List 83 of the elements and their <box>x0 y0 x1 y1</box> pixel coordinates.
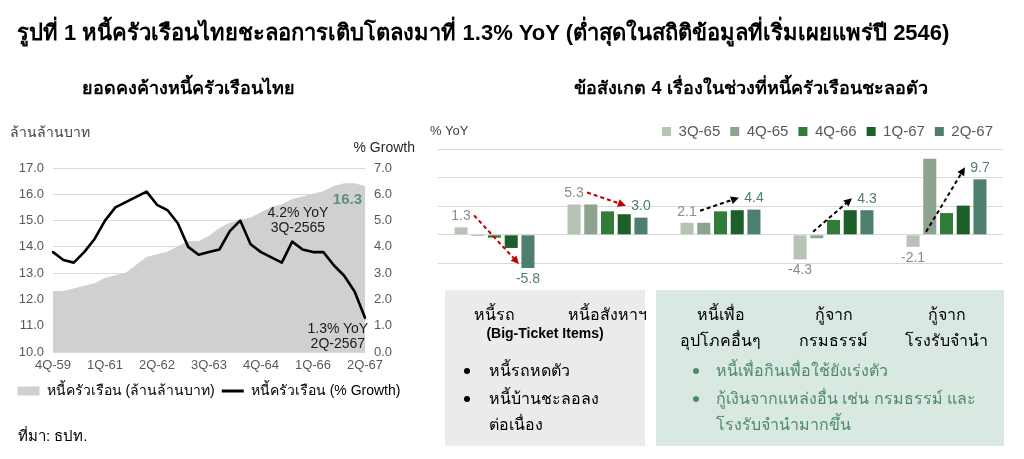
legend-label: หนี้ครัวเรือน (% Growth) <box>250 379 401 398</box>
text: หนี้เพื่อกินเพื่อใช้ยังเร่งตัว <box>716 358 888 381</box>
legend-label: 4Q-66 <box>814 121 857 139</box>
y2-tick-label: 6.0 <box>374 185 393 201</box>
data-label: 16.3 <box>332 189 362 207</box>
bar <box>730 210 744 235</box>
y-tick-label: 13.0 <box>18 264 44 280</box>
y2-tick-label: 7.0 <box>374 159 393 175</box>
data-label: -2.1 <box>900 248 926 265</box>
y-axis-title: ล้านล้านบาท <box>10 123 90 142</box>
data-label: 4.3 <box>857 190 877 207</box>
text: (Big-Ticket Items) <box>486 325 604 342</box>
chart-title: ข้อสังเกต 4 เรื่องในช่วงที่หนี้ครัวเรือนชะลอตัว <box>574 73 928 100</box>
x-tick-label: 2Q-67 <box>346 357 384 373</box>
x-tick-label: หนี้อสังหาฯ <box>568 302 647 323</box>
x-tick-label: 1Q-66 <box>294 357 332 373</box>
y2-axis-title: % Growth <box>353 139 415 155</box>
bar <box>521 235 535 268</box>
bar <box>584 204 598 235</box>
bar <box>843 210 857 235</box>
text: หนี้รถหดตัว <box>489 358 570 381</box>
y2-tick-label: 1.0 <box>374 317 393 333</box>
text: หนี้บ้านชะลอลง ต่อเนื่อง <box>489 386 599 435</box>
data-label: -5.8 <box>515 269 541 286</box>
bar <box>454 227 468 235</box>
data-label: 2.1 <box>677 202 697 219</box>
bar <box>826 219 841 235</box>
x-tick-label: 3Q-63 <box>190 357 228 373</box>
bar <box>747 209 761 235</box>
bar <box>956 205 970 235</box>
y-axis-title: % YoY <box>430 123 469 138</box>
y-tick-label: 11.0 <box>19 317 44 333</box>
y2-tick-label: 5.0 <box>374 212 393 228</box>
annotation: 4.2% YoY 3Q-2565 <box>267 203 329 235</box>
chart-subtitle: ยอดคงค้างหนี้ครัวเรือนไทย <box>81 73 295 100</box>
y-tick-label: 15.0 <box>18 212 44 228</box>
y-tick-label: 16.0 <box>18 185 44 201</box>
y-tick-label: 12.0 <box>18 291 44 307</box>
bar <box>680 222 694 235</box>
y-tick-label: 17.0 <box>18 159 44 175</box>
bar <box>860 210 874 235</box>
bar <box>617 214 631 235</box>
x-tick-label: 1Q-61 <box>86 357 124 373</box>
data-label: -4.3 <box>787 261 813 278</box>
y2-tick-label: 2.0 <box>374 291 393 307</box>
bar <box>634 217 648 235</box>
legend-label: 2Q-67 <box>951 121 994 139</box>
bar <box>906 235 920 247</box>
annotation: 1.3% YoY 2Q-2567 <box>307 319 369 351</box>
data-label: 5.3 <box>564 184 584 201</box>
data-label: 4.4 <box>744 189 764 206</box>
data-label: 1.3 <box>451 207 471 224</box>
bar <box>697 222 711 235</box>
legend-label: 3Q-65 <box>678 121 721 139</box>
bar <box>713 211 728 235</box>
bar <box>793 235 807 260</box>
data-label: 9.7 <box>970 159 990 176</box>
bar <box>600 211 615 235</box>
x-tick-label: หนี้รถ <box>474 302 515 323</box>
legend-label: 1Q-67 <box>883 121 925 139</box>
y-tick-label: 10.0 <box>18 343 44 359</box>
x-tick-label: 4Q-59 <box>34 357 72 373</box>
data-label: 3.0 <box>631 197 651 214</box>
bar <box>567 204 581 235</box>
x-tick-label: กู้จาก โรงรับจำนำ <box>905 305 988 350</box>
y2-tick-label: 3.0 <box>374 264 393 280</box>
text: ที่มา: ธปท. <box>18 425 88 446</box>
legend-label: 4Q-65 <box>746 121 789 139</box>
x-tick-label: หนี้เพื่อ อุปโภคอื่นๆ <box>680 302 761 352</box>
legend-label: หนี้ครัวเรือน (ล้านล้านบาท) <box>46 379 215 398</box>
y-tick-label: 14.0 <box>18 238 44 254</box>
bar <box>973 179 987 235</box>
text: กู้เงินจากแหล่งอื่น เช่น กรมธรรม์ และ โรงรับจำนำมากขึ้น <box>716 387 977 435</box>
bar <box>810 235 824 239</box>
bar <box>939 213 954 235</box>
x-tick-label: กู้จาก กรมธรรม์ <box>799 305 868 350</box>
bar <box>504 235 518 248</box>
y2-tick-label: 0.0 <box>374 343 393 359</box>
x-tick-label: 4Q-64 <box>242 357 280 373</box>
bar <box>923 158 937 235</box>
x-tick-label: 2Q-62 <box>138 357 176 373</box>
text: รูปที่ 1 หนี้ครัวเรือนไทยชะลอการเติบโตลงมาที่ 1.3% YoY (ต่ำสุดในสถิติข้อมูลที่เริ่มเผยแพร่ปี 2546) <box>17 15 950 49</box>
y2-tick-label: 4.0 <box>374 238 393 254</box>
